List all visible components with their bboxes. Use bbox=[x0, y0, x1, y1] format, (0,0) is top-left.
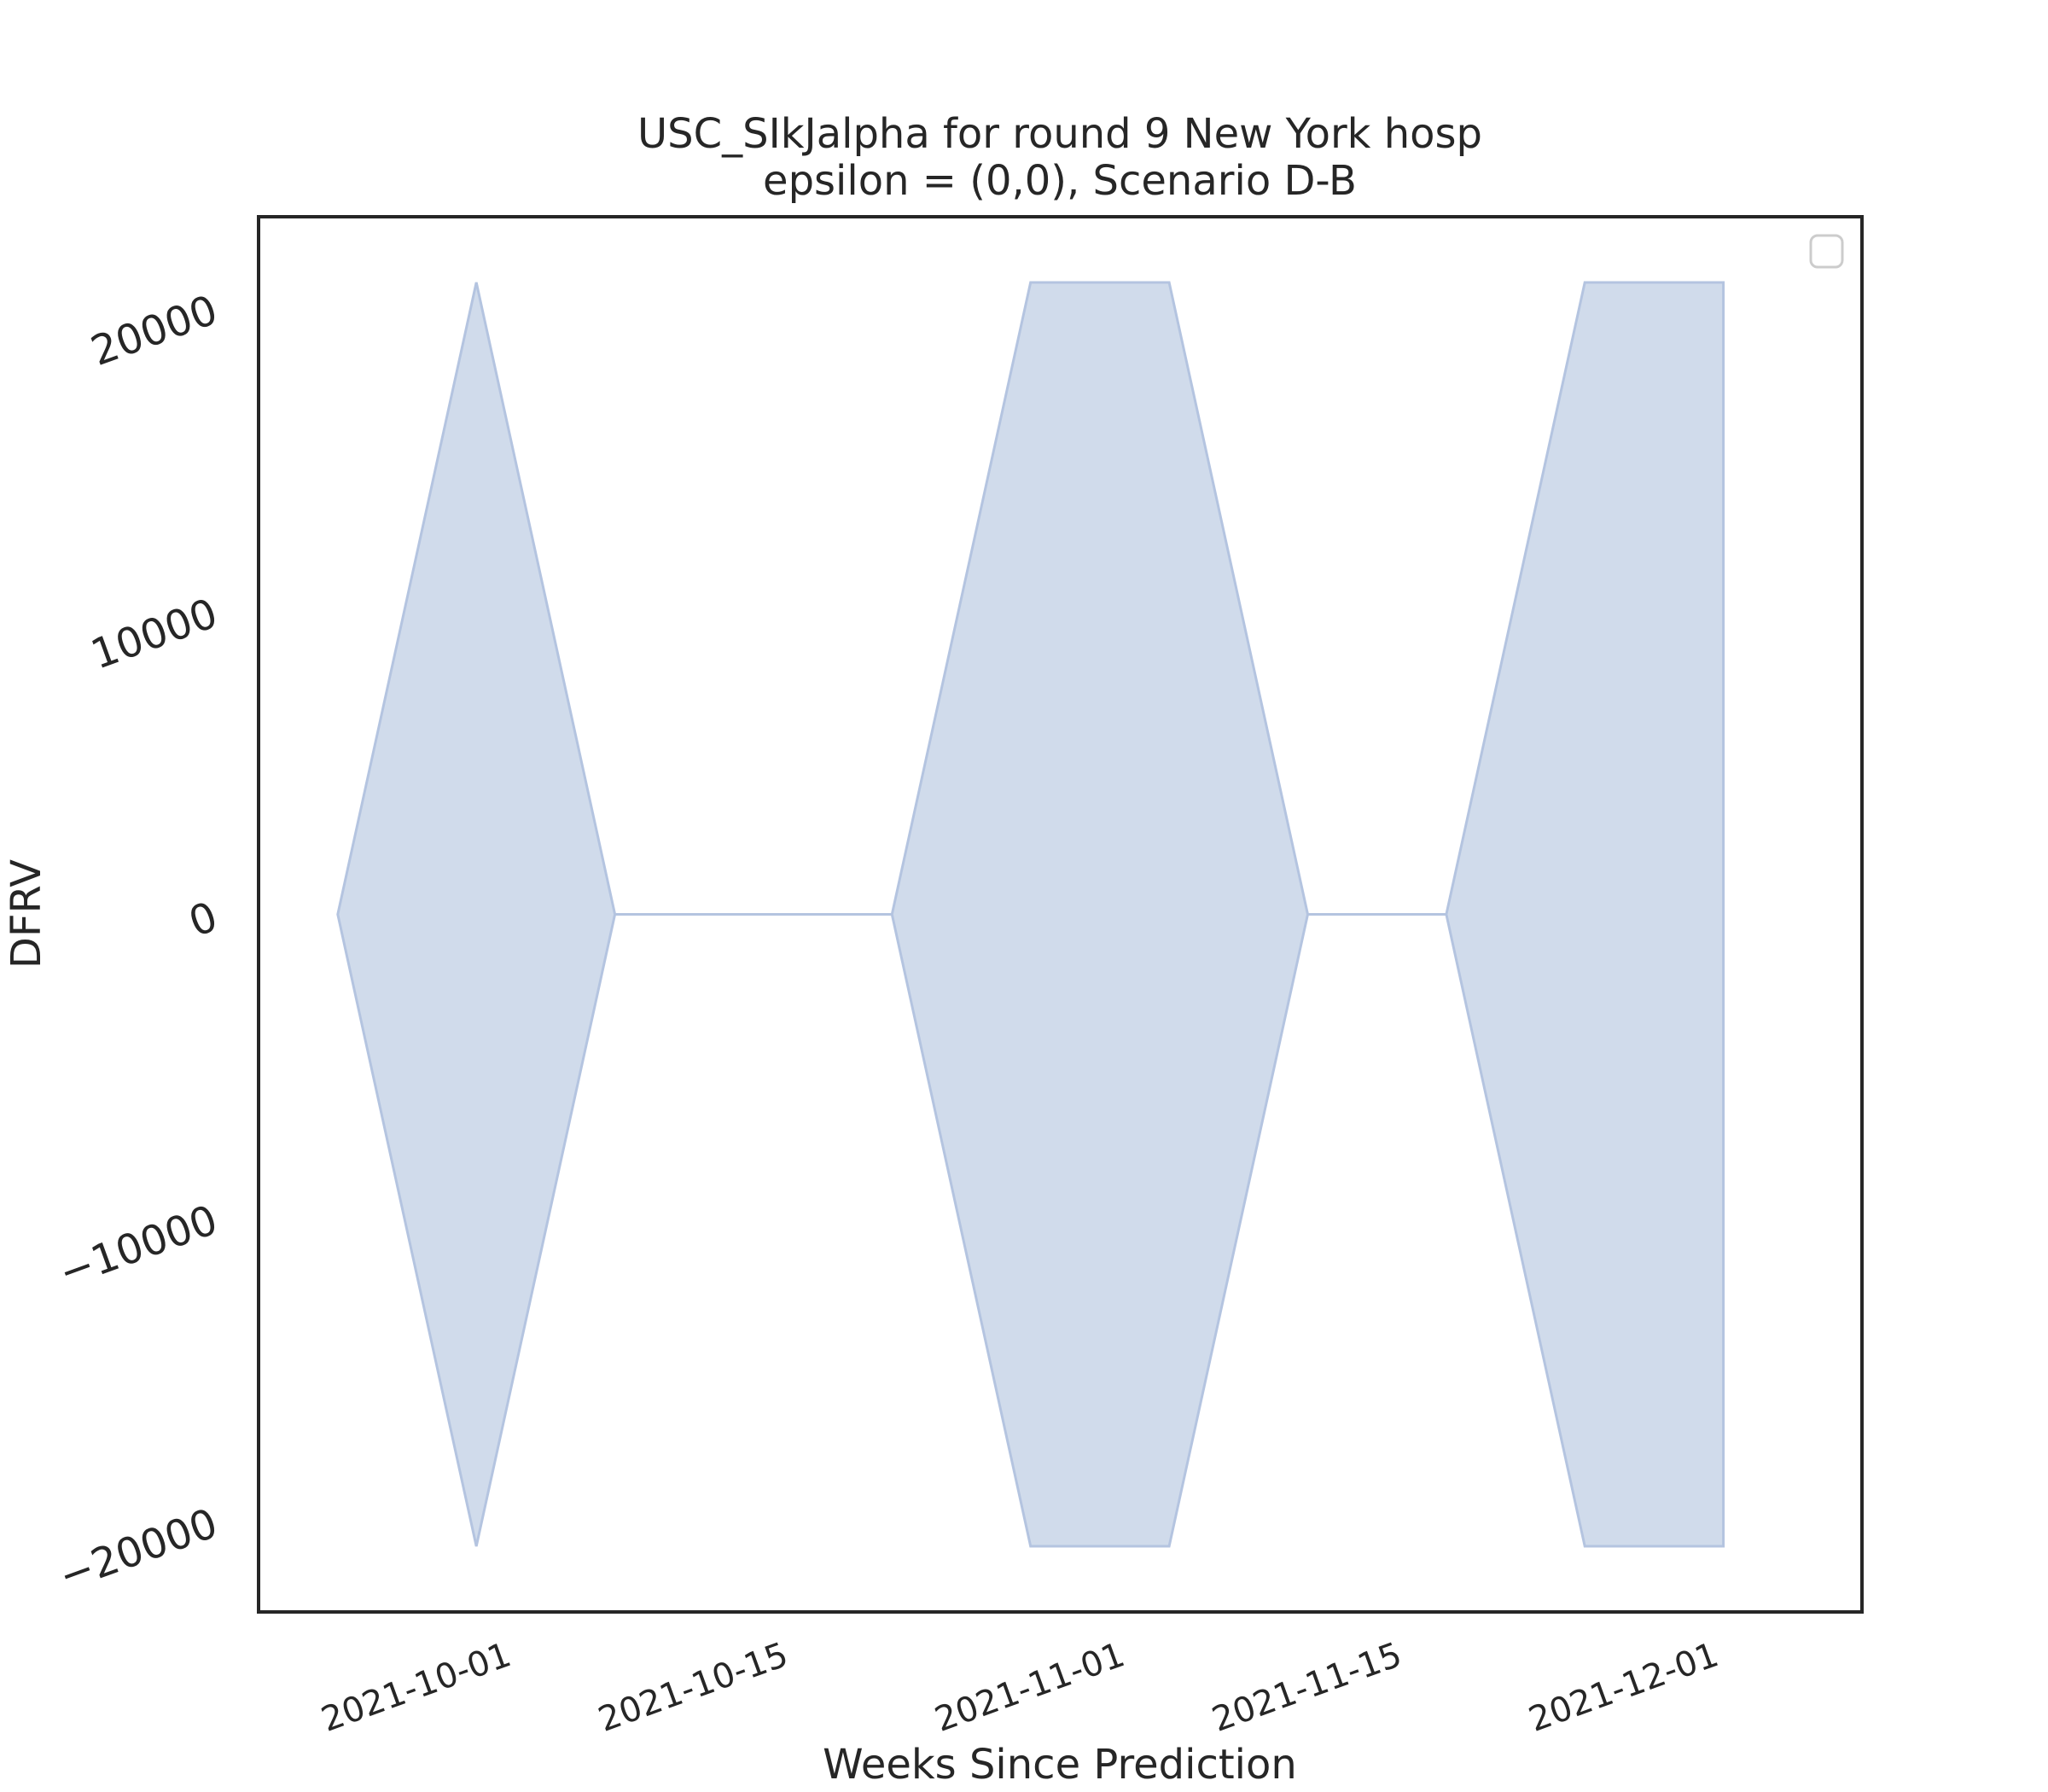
uncertainty-band bbox=[336, 281, 1725, 1548]
chart-title: USC_SIkJalpha for round 9 New York hosp bbox=[637, 110, 1482, 158]
plot-frame bbox=[257, 215, 1864, 1614]
y-tick-label: 20000 bbox=[84, 286, 224, 375]
x-tick-label: 2021-10-01 bbox=[317, 1635, 516, 1740]
x-tick-label: 2021-11-15 bbox=[1207, 1635, 1407, 1740]
x-tick-label: 2021-10-15 bbox=[593, 1635, 793, 1740]
chart-subtitle: epsilon = (0,0), Scenario D-B bbox=[763, 157, 1357, 205]
plot-area bbox=[336, 281, 1725, 1548]
y-axis: −20000 −10000 0 10000 20000 bbox=[53, 286, 224, 1600]
x-tick-label: 2021-12-01 bbox=[1524, 1635, 1724, 1740]
x-axis: 2021-10-01 2021-10-15 2021-11-01 2021-11-15… bbox=[317, 1635, 1724, 1740]
legend-box bbox=[1809, 234, 1844, 269]
y-tick-label: 0 bbox=[183, 893, 224, 946]
x-tick-label: 2021-11-01 bbox=[930, 1635, 1130, 1740]
y-tick-label: −10000 bbox=[53, 1196, 224, 1298]
y-tick-label: 10000 bbox=[84, 590, 224, 679]
y-axis-label: DFRV bbox=[3, 859, 50, 969]
y-tick-label: −20000 bbox=[53, 1499, 224, 1601]
x-axis-label: Weeks Since Prediction bbox=[823, 1741, 1297, 1789]
